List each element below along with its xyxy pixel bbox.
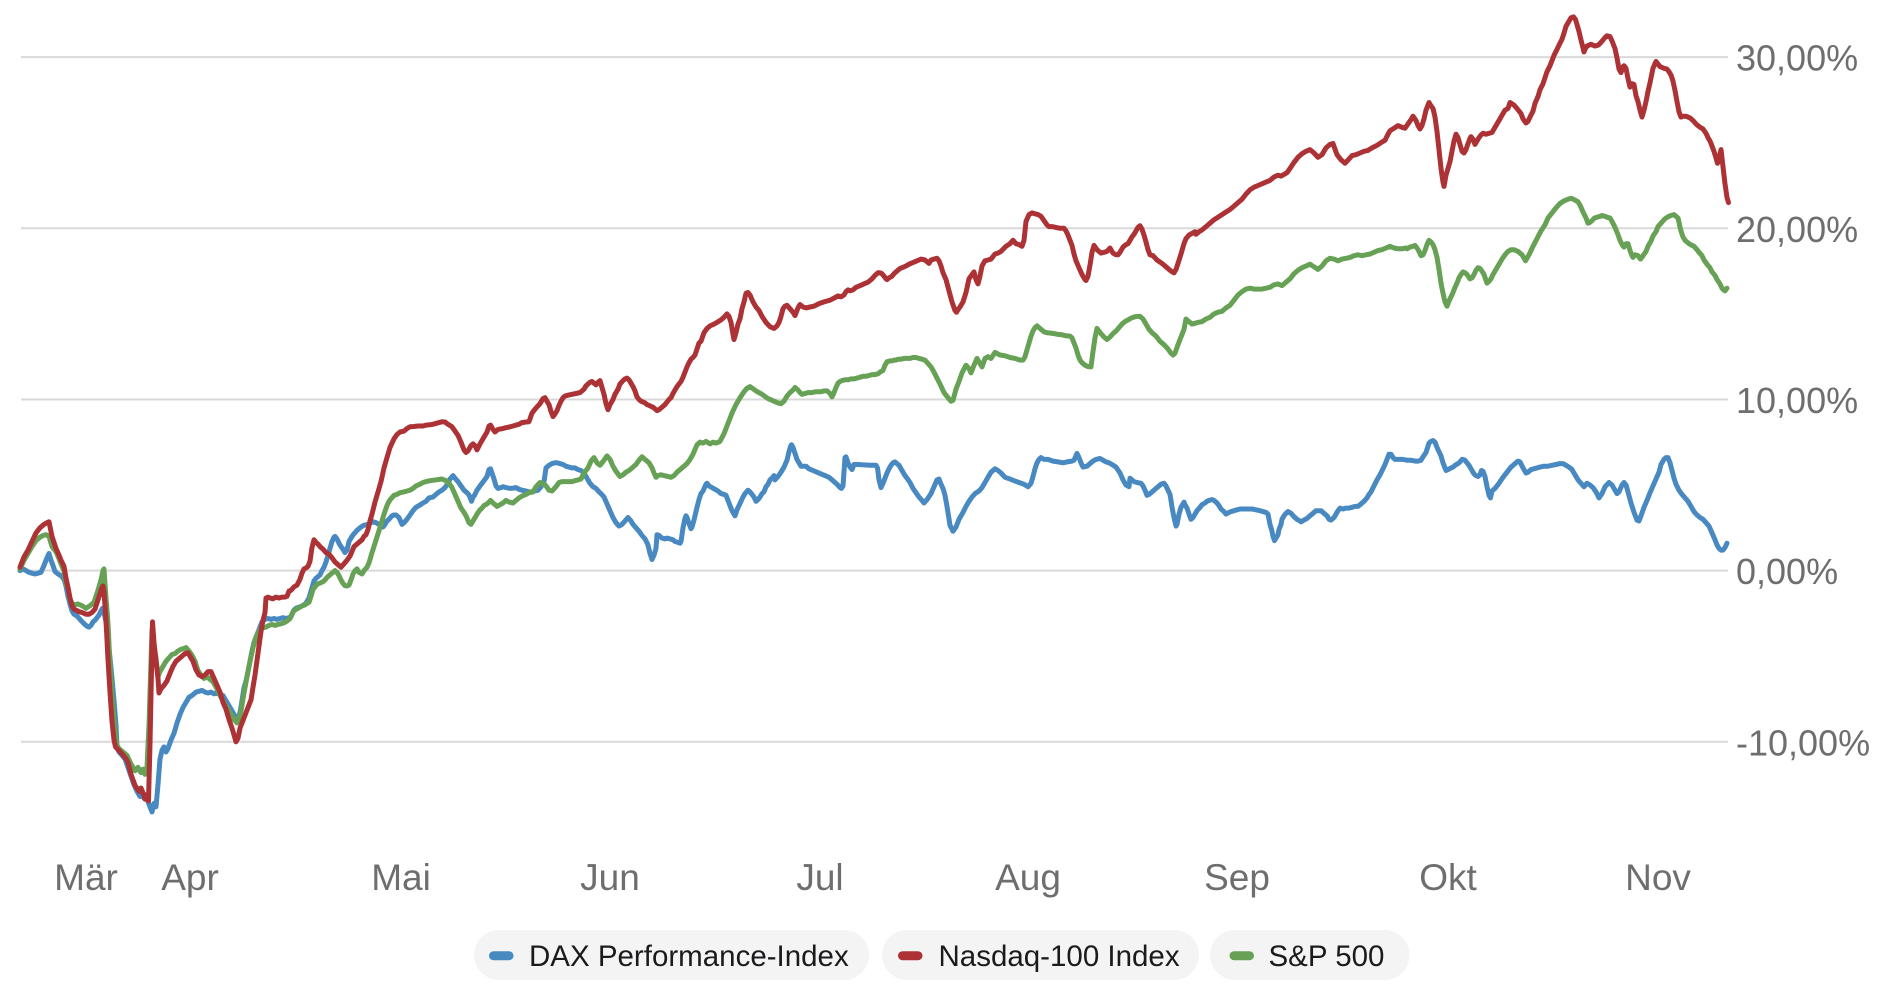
- svg-text:Aug: Aug: [995, 857, 1061, 898]
- svg-text:Nov: Nov: [1625, 857, 1691, 898]
- svg-text:Jun: Jun: [580, 857, 640, 898]
- svg-text:-10,00%: -10,00%: [1736, 722, 1870, 763]
- svg-text:Mär: Mär: [54, 857, 118, 898]
- svg-text:20,00%: 20,00%: [1736, 209, 1858, 250]
- svg-text:DAX Performance-Index: DAX Performance-Index: [529, 940, 849, 973]
- svg-text:S&P 500: S&P 500: [1269, 940, 1385, 973]
- svg-text:30,00%: 30,00%: [1736, 38, 1858, 79]
- svg-text:Nasdaq-100 Index: Nasdaq-100 Index: [939, 940, 1180, 973]
- svg-text:Mai: Mai: [371, 857, 431, 898]
- svg-text:Sep: Sep: [1204, 857, 1270, 898]
- svg-text:Apr: Apr: [161, 857, 219, 898]
- svg-text:Okt: Okt: [1419, 857, 1477, 898]
- svg-text:0,00%: 0,00%: [1736, 551, 1838, 592]
- svg-text:Jul: Jul: [796, 857, 843, 898]
- svg-text:10,00%: 10,00%: [1736, 380, 1858, 421]
